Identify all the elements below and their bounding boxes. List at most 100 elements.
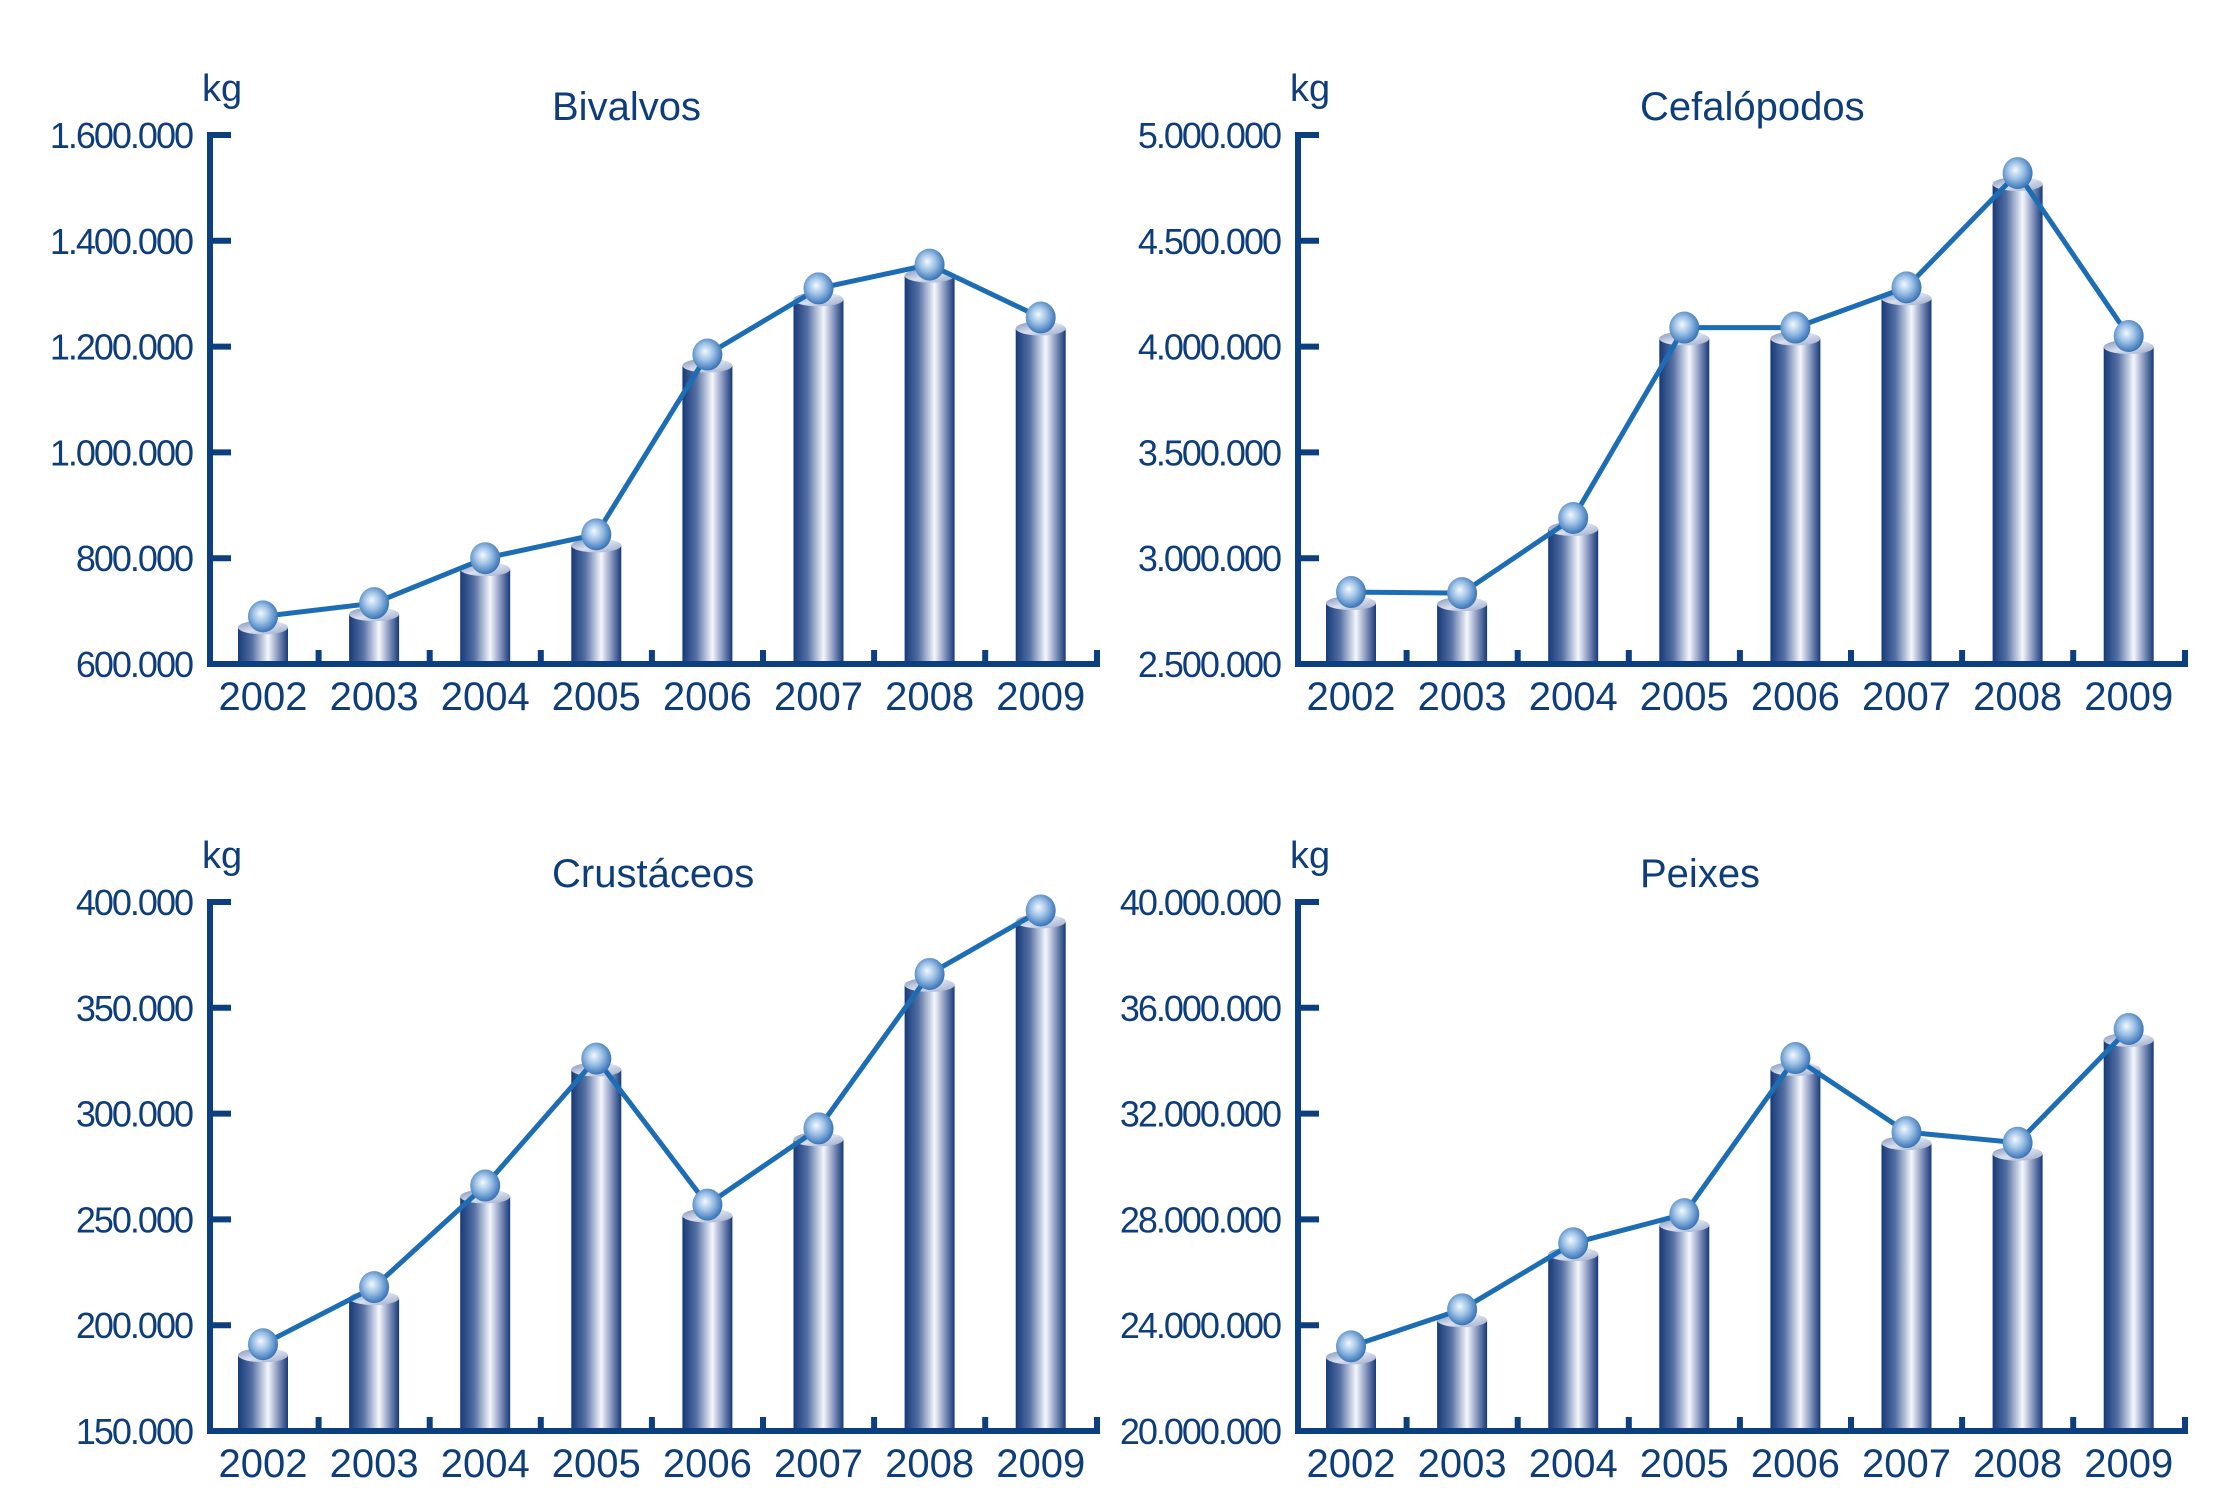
bar-body — [1881, 298, 1932, 661]
y-axis-unit-label: kg — [202, 835, 242, 877]
bar — [571, 538, 622, 661]
bar-body — [793, 1139, 844, 1428]
bar — [1437, 1313, 1488, 1428]
bar — [1659, 1218, 1710, 1428]
y-tick-label: 150.000 — [76, 1411, 193, 1452]
bar — [1992, 1146, 2043, 1428]
chart-title: Crustáceos — [552, 852, 754, 896]
bar-body — [682, 1215, 733, 1428]
line-marker — [2113, 320, 2144, 353]
line-marker — [1891, 1116, 1922, 1149]
line-marker — [914, 248, 945, 281]
bar — [460, 562, 511, 661]
chart-title: Peixes — [1640, 852, 1760, 896]
line-marker — [692, 1188, 723, 1221]
x-tick-label: 2002 — [1307, 675, 1396, 719]
x-tick-label: 2004 — [1529, 1442, 1618, 1486]
bar-body — [571, 1069, 622, 1428]
line-marker — [581, 1042, 612, 1075]
x-tick-label: 2009 — [996, 675, 1085, 719]
bar-body — [1326, 1357, 1376, 1428]
bar — [1015, 321, 1066, 661]
x-tick-label: 2002 — [219, 1442, 308, 1486]
chart-peixes: Peixes kg 20.000.000 24.000.000 28.000.000 32… — [1120, 835, 2188, 1486]
line-marker — [581, 518, 612, 551]
bar — [1326, 1350, 1376, 1428]
bar — [1881, 291, 1932, 661]
y-tick-label: 4.500.000 — [1138, 221, 1281, 262]
line-marker — [803, 1112, 834, 1145]
y-tick-label: 20.000.000 — [1120, 1411, 1281, 1452]
bar-body — [1992, 184, 2043, 661]
line-marker — [359, 1271, 390, 1304]
x-tick-label: 2003 — [1418, 675, 1507, 719]
y-tick-label: 2.500.000 — [1138, 644, 1281, 685]
y-tick-label: 400.000 — [76, 882, 193, 923]
line-marker — [1025, 894, 1056, 927]
line-marker — [1558, 1227, 1589, 1260]
bar — [460, 1189, 511, 1428]
series-line — [1350, 1027, 2131, 1349]
bar-body — [1015, 328, 1066, 661]
x-tick-label: 2006 — [1751, 1442, 1840, 1486]
y-tick-label: 40.000.000 — [1120, 882, 1281, 923]
series-line — [1350, 170, 2131, 596]
line-marker — [1669, 311, 1700, 344]
y-tick-label: 5.000.000 — [1138, 115, 1281, 156]
line-marker — [470, 1169, 501, 1202]
bar-body — [904, 275, 955, 661]
bar-body — [1659, 338, 1710, 661]
bar-body — [460, 569, 511, 661]
x-tick-label: 2004 — [441, 675, 530, 719]
x-tick-label: 2005 — [552, 1442, 641, 1486]
y-tick-label: 28.000.000 — [1120, 1199, 1281, 1240]
x-tick-label: 2005 — [1640, 1442, 1729, 1486]
y-tick-label: 200.000 — [76, 1305, 193, 1346]
bar-body — [349, 1298, 400, 1428]
bar — [682, 358, 733, 661]
x-tick-label: 2004 — [1529, 675, 1618, 719]
line-marker — [1447, 577, 1478, 610]
bar-body — [1326, 603, 1376, 661]
y-tick-label: 3.000.000 — [1138, 538, 1281, 579]
bar — [1659, 331, 1710, 661]
x-tick-label: 2006 — [1751, 675, 1840, 719]
bar — [349, 1291, 400, 1428]
bar-body — [1659, 1225, 1710, 1428]
y-tick-label: 24.000.000 — [1120, 1305, 1281, 1346]
chart-title: Bivalvos — [552, 85, 701, 129]
y-tick-label: 36.000.000 — [1120, 988, 1281, 1029]
bar — [793, 292, 844, 661]
bar — [1548, 1247, 1599, 1428]
bar-body — [1548, 528, 1599, 661]
chart-bivalvos: Bivalvos kg 600.000 800.000 1.000.000 1.200.0… — [50, 68, 1100, 719]
chart-title: Cefalópodos — [1640, 85, 1865, 129]
x-tick-label: 2008 — [885, 1442, 974, 1486]
line-marker — [1336, 1330, 1366, 1363]
x-tick-label: 2002 — [1307, 1442, 1396, 1486]
bar-body — [904, 984, 955, 1428]
x-tick-label: 2004 — [441, 1442, 530, 1486]
bar — [2103, 1032, 2154, 1428]
line-marker — [1025, 301, 1056, 334]
line-marker — [359, 587, 390, 620]
y-tick-label: 32.000.000 — [1120, 1094, 1281, 1135]
bar-body — [682, 365, 733, 661]
y-tick-label: 350.000 — [76, 988, 193, 1029]
line-marker — [1558, 501, 1589, 534]
x-tick-label: 2008 — [885, 675, 974, 719]
x-tick-label: 2009 — [2084, 1442, 2173, 1486]
y-tick-label: 1.400.000 — [50, 221, 193, 262]
x-tick-label: 2003 — [330, 1442, 419, 1486]
line-marker — [248, 1328, 278, 1361]
bar — [904, 268, 955, 661]
y-tick-label: 600.000 — [76, 644, 193, 685]
y-tick-label: 4.000.000 — [1138, 327, 1281, 368]
line-marker — [248, 600, 278, 633]
x-tick-label: 2007 — [1862, 675, 1951, 719]
x-tick-label: 2009 — [2084, 675, 2173, 719]
x-tick-label: 2007 — [1862, 1442, 1951, 1486]
x-tick-label: 2003 — [1418, 1442, 1507, 1486]
bar-body — [571, 545, 622, 661]
